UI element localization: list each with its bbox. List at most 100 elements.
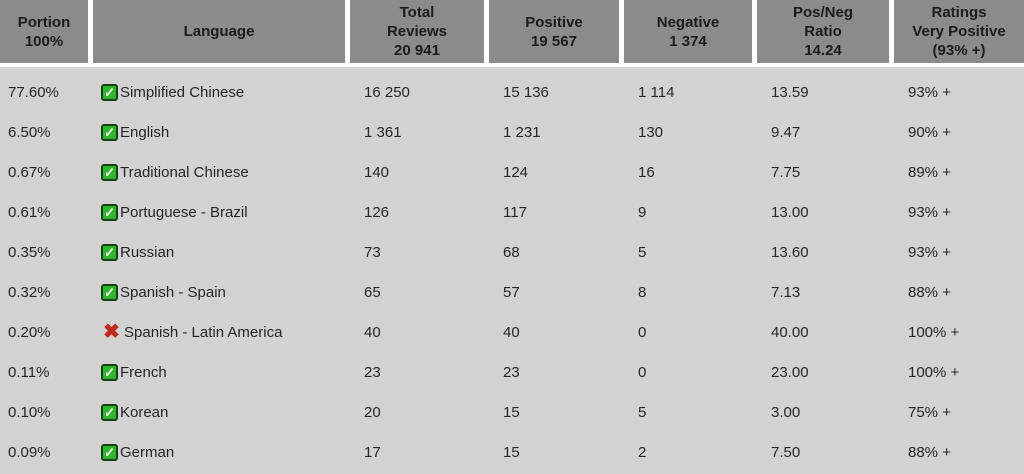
- rating-cell: 100% +: [908, 363, 960, 381]
- negative-cell: 2: [638, 443, 647, 461]
- language-label: Korean: [120, 403, 169, 421]
- negative-cell: 8: [638, 283, 647, 301]
- language-label: Traditional Chinese: [120, 163, 249, 181]
- total-reviews-cell: 126: [364, 203, 390, 221]
- portion-cell: 0.09%: [8, 443, 51, 461]
- header-portion: Portion 100%: [0, 0, 88, 63]
- positive-cell: 40: [503, 323, 520, 341]
- language-cell: ✓ French: [93, 363, 345, 381]
- table-row: 77.60% ✓ Simplified Chinese 16 250 15 13…: [0, 72, 1024, 112]
- total-reviews-cell: 16 250: [364, 83, 410, 101]
- portion-cell: 0.67%: [8, 163, 51, 181]
- checked-checkbox-icon[interactable]: ✓: [101, 123, 118, 141]
- checked-checkbox-icon[interactable]: ✓: [101, 363, 118, 381]
- positive-cell: 57: [503, 283, 520, 301]
- positive-cell: 15: [503, 403, 520, 421]
- table-row: 0.10% ✓ Korean 20 15 5 3.00 75% +: [0, 392, 1024, 432]
- language-cell: ✓ Simplified Chinese: [93, 83, 345, 101]
- total-reviews-cell: 23: [364, 363, 381, 381]
- header-negative: Negative 1 374: [624, 0, 752, 63]
- total-reviews-cell: 140: [364, 163, 390, 181]
- positive-cell: 68: [503, 243, 520, 261]
- total-reviews-cell: 17: [364, 443, 381, 461]
- red-cross-icon[interactable]: ✖: [103, 321, 120, 343]
- header-posneg-ratio: Pos/Neg Ratio 14.24: [757, 0, 889, 63]
- language-cell: ✓ Korean: [93, 403, 345, 421]
- negative-cell: 5: [638, 403, 647, 421]
- checked-checkbox-icon[interactable]: ✓: [101, 163, 118, 181]
- ratio-cell: 9.47: [771, 123, 801, 141]
- portion-cell: 0.20%: [8, 323, 51, 341]
- language-label: Simplified Chinese: [120, 83, 245, 101]
- language-label: Spanish - Latin America: [124, 323, 283, 341]
- portion-cell: 0.35%: [8, 243, 51, 261]
- language-label: English: [120, 123, 170, 141]
- checked-checkbox-icon[interactable]: ✓: [101, 443, 118, 461]
- negative-cell: 0: [638, 323, 647, 341]
- table-row: 0.32% ✓ Spanish - Spain 65 57 8 7.13 88%…: [0, 272, 1024, 312]
- total-reviews-cell: 73: [364, 243, 381, 261]
- rating-cell: 90% +: [908, 123, 951, 141]
- negative-cell: 130: [638, 123, 664, 141]
- negative-cell: 0: [638, 363, 647, 381]
- header-positive: Positive 19 567: [489, 0, 619, 63]
- ratio-cell: 13.60: [771, 243, 809, 261]
- language-label: Portuguese - Brazil: [120, 203, 248, 221]
- language-cell: ✓ Traditional Chinese: [93, 163, 345, 181]
- ratio-cell: 7.50: [771, 443, 801, 461]
- negative-cell: 16: [638, 163, 655, 181]
- positive-cell: 23: [503, 363, 520, 381]
- portion-cell: 0.32%: [8, 283, 51, 301]
- language-cell: ✓ Spanish - Spain: [93, 283, 345, 301]
- ratio-cell: 13.00: [771, 203, 809, 221]
- ratio-cell: 3.00: [771, 403, 801, 421]
- rating-cell: 89% +: [908, 163, 951, 181]
- positive-cell: 124: [503, 163, 529, 181]
- language-cell: ✖ Spanish - Latin America: [93, 322, 345, 343]
- table-row: 0.67% ✓ Traditional Chinese 140 124 16 7…: [0, 152, 1024, 192]
- header-ratings: Ratings Very Positive (93% +): [894, 0, 1024, 63]
- portion-cell: 0.11%: [8, 363, 50, 381]
- rating-cell: 93% +: [908, 243, 951, 261]
- portion-cell: 6.50%: [8, 123, 51, 141]
- positive-cell: 15 136: [503, 83, 549, 101]
- total-reviews-cell: 20: [364, 403, 381, 421]
- rating-cell: 100% +: [908, 323, 960, 341]
- portion-cell: 0.10%: [8, 403, 51, 421]
- ratio-cell: 7.13: [771, 283, 801, 301]
- checked-checkbox-icon[interactable]: ✓: [101, 203, 118, 221]
- table-row: 0.09% ✓ German 17 15 2 7.50 88% +: [0, 432, 1024, 472]
- header-total-reviews: Total Reviews 20 941: [350, 0, 484, 63]
- table-row: 0.61% ✓ Portuguese - Brazil 126 117 9 13…: [0, 192, 1024, 232]
- language-cell: ✓ German: [93, 443, 345, 461]
- ratio-cell: 23.00: [771, 363, 809, 381]
- language-label: German: [120, 443, 175, 461]
- ratio-cell: 7.75: [771, 163, 801, 181]
- rating-cell: 88% +: [908, 283, 951, 301]
- language-cell: ✓ English: [93, 123, 345, 141]
- rating-cell: 88% +: [908, 443, 951, 461]
- checked-checkbox-icon[interactable]: ✓: [101, 403, 118, 421]
- positive-cell: 15: [503, 443, 520, 461]
- language-label: French: [120, 363, 167, 381]
- language-cell: ✓ Portuguese - Brazil: [93, 203, 345, 221]
- rating-cell: 93% +: [908, 203, 951, 221]
- positive-cell: 117: [503, 203, 527, 221]
- language-cell: ✓ Russian: [93, 243, 345, 261]
- portion-cell: 0.61%: [8, 203, 51, 221]
- total-reviews-cell: 65: [364, 283, 381, 301]
- table-row: 6.50% ✓ English 1 361 1 231 130 9.47 90%…: [0, 112, 1024, 152]
- positive-cell: 1 231: [503, 123, 541, 141]
- rating-cell: 75% +: [908, 403, 951, 421]
- checked-checkbox-icon[interactable]: ✓: [101, 243, 118, 261]
- ratio-cell: 40.00: [771, 323, 809, 341]
- checked-checkbox-icon[interactable]: ✓: [101, 283, 118, 301]
- ratio-cell: 13.59: [771, 83, 809, 101]
- table-header: Portion 100% Language Total Reviews 20 9…: [0, 0, 1024, 63]
- language-label: Spanish - Spain: [120, 283, 226, 301]
- negative-cell: 9: [638, 203, 647, 221]
- negative-cell: 1 114: [638, 83, 675, 101]
- table-row: 0.20% ✖ Spanish - Latin America 40 40 0 …: [0, 312, 1024, 352]
- checked-checkbox-icon[interactable]: ✓: [101, 83, 118, 101]
